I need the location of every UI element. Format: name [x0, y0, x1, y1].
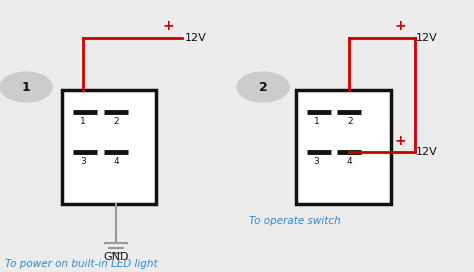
Bar — [62, 90, 156, 204]
Text: 1: 1 — [80, 116, 86, 126]
Text: +: + — [395, 134, 406, 149]
Text: 3: 3 — [80, 157, 86, 166]
Text: 3: 3 — [314, 157, 319, 166]
Text: 1: 1 — [22, 81, 30, 94]
Text: 4: 4 — [347, 157, 353, 166]
Text: +: + — [163, 19, 174, 33]
Text: To operate switch: To operate switch — [249, 216, 341, 226]
Bar — [296, 90, 391, 204]
Text: 2: 2 — [347, 116, 353, 126]
Text: 4: 4 — [113, 157, 119, 166]
Text: 12V: 12V — [416, 147, 438, 157]
Circle shape — [0, 72, 52, 102]
Text: GND: GND — [103, 252, 129, 262]
Text: 1: 1 — [314, 116, 319, 126]
Text: +: + — [395, 19, 406, 33]
Circle shape — [237, 72, 289, 102]
Text: 2: 2 — [113, 116, 119, 126]
Text: 12V: 12V — [185, 33, 207, 43]
Text: 12V: 12V — [416, 33, 438, 43]
Text: 2: 2 — [259, 81, 267, 94]
Text: To power on built-in LED light: To power on built-in LED light — [5, 259, 157, 269]
